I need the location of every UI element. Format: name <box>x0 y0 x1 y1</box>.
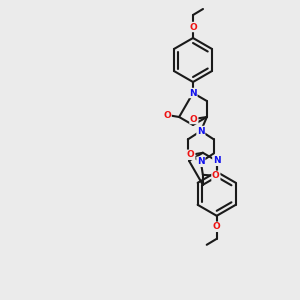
Text: O: O <box>189 22 197 32</box>
Text: O: O <box>212 171 220 180</box>
Text: N: N <box>213 156 220 165</box>
Text: O: O <box>190 115 198 124</box>
Text: N: N <box>189 88 197 98</box>
Text: O: O <box>187 150 195 159</box>
Text: N: N <box>197 157 205 166</box>
Text: O: O <box>213 222 220 231</box>
Text: O: O <box>163 110 171 119</box>
Text: N: N <box>197 127 205 136</box>
